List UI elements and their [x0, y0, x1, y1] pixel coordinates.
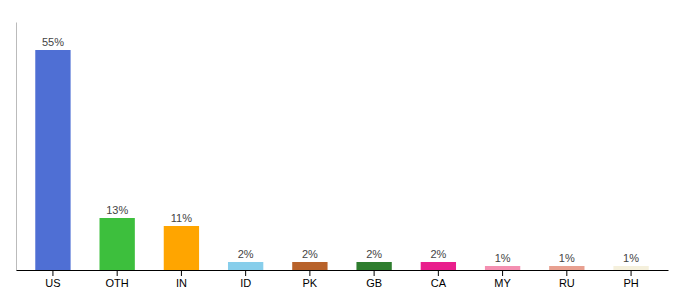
x-tick-label: IN	[176, 277, 187, 289]
data-label: 2%	[366, 248, 382, 260]
data-label: 2%	[238, 248, 254, 260]
bar	[292, 262, 327, 270]
bar	[35, 50, 70, 270]
data-labels: 55% 13% 11% 2% 2% 2% 2% 1% 1% 1%	[42, 36, 639, 264]
x-tick: OTH	[106, 270, 129, 289]
bar	[613, 266, 648, 270]
x-tick-mark	[438, 270, 439, 276]
x-tick-mark	[245, 270, 246, 276]
bars	[35, 50, 648, 270]
data-label: 1%	[559, 252, 575, 264]
bar	[100, 218, 135, 270]
y-axis	[16, 23, 17, 271]
x-tick: PK	[303, 270, 318, 289]
x-axis-line	[17, 270, 669, 271]
x-tick-mark	[52, 270, 53, 276]
bar	[356, 262, 391, 270]
data-label: 2%	[302, 248, 318, 260]
x-tick-mark	[631, 270, 632, 276]
x-tick: CA	[431, 270, 447, 289]
x-axis: US OTH IN ID PK GB CA MY RU PH	[17, 270, 669, 289]
x-tick-label: PK	[303, 277, 318, 289]
bar	[228, 262, 263, 270]
x-tick-label: PH	[623, 277, 638, 289]
data-label: 55%	[42, 36, 64, 48]
x-tick: MY	[494, 270, 511, 289]
x-tick-label: GB	[366, 277, 382, 289]
chart: US OTH IN ID PK GB CA MY RU PH 55% 13% 11% 2% 2% 2% 2% 1%…	[0, 0, 680, 300]
plot: US OTH IN ID PK GB CA MY RU PH 55% 13% 11% 2% 2% 2% 2% 1%…	[17, 23, 669, 289]
x-tick-mark	[309, 270, 310, 276]
bar	[549, 266, 584, 270]
data-label: 2%	[430, 248, 446, 260]
data-label: 1%	[623, 252, 639, 264]
x-tick: RU	[559, 270, 575, 289]
x-tick-mark	[502, 270, 503, 276]
x-tick: US	[45, 270, 60, 289]
x-tick-label: CA	[431, 277, 447, 289]
x-tick: ID	[240, 270, 251, 289]
x-tick: GB	[366, 270, 382, 289]
data-label: 1%	[495, 252, 511, 264]
x-tick-mark	[566, 270, 567, 276]
bar	[485, 266, 520, 270]
x-tick-mark	[117, 270, 118, 276]
x-tick-label: MY	[494, 277, 511, 289]
y-axis-line	[16, 23, 17, 271]
x-tick: PH	[623, 270, 638, 289]
x-tick-mark	[181, 270, 182, 276]
x-tick-label: US	[45, 277, 60, 289]
data-label: 13%	[106, 204, 128, 216]
data-label: 11%	[171, 212, 192, 224]
x-tick-label: ID	[240, 277, 251, 289]
x-tick-mark	[374, 270, 375, 276]
x-tick-label: OTH	[106, 277, 129, 289]
bar	[421, 262, 456, 270]
x-tick-label: RU	[559, 277, 575, 289]
x-tick: IN	[176, 270, 187, 289]
bar	[164, 226, 199, 270]
